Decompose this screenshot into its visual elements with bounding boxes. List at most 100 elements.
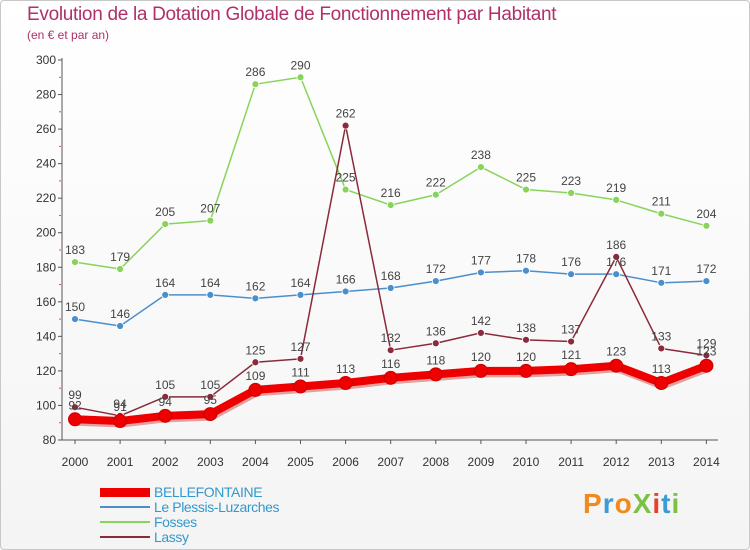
data-point bbox=[431, 339, 440, 348]
data-label: 113 bbox=[652, 362, 671, 376]
series-lassy bbox=[71, 121, 711, 420]
data-label: 95 bbox=[204, 393, 218, 407]
legend-label: Lassy bbox=[154, 529, 189, 545]
y-tick-label: 220 bbox=[36, 191, 56, 205]
series-bellefontaine bbox=[68, 358, 714, 428]
logo-letter: X bbox=[632, 488, 653, 519]
legend-label: Le Plessis-Luzarches bbox=[154, 499, 280, 515]
data-point bbox=[476, 268, 485, 277]
data-label: 132 bbox=[381, 331, 401, 345]
data-label: 120 bbox=[516, 350, 536, 364]
x-tick-label: 2006 bbox=[332, 455, 359, 469]
data-point bbox=[206, 216, 215, 225]
legend-swatch bbox=[100, 521, 150, 523]
data-point bbox=[71, 258, 79, 266]
x-tick-label: 2012 bbox=[603, 455, 630, 469]
x-tick-label: 2003 bbox=[197, 455, 224, 469]
data-label: 118 bbox=[426, 353, 445, 367]
data-label: 216 bbox=[381, 186, 401, 200]
logo-letter: r bbox=[602, 488, 615, 519]
data-label: 179 bbox=[110, 250, 130, 264]
data-label: 162 bbox=[245, 279, 265, 293]
data-point bbox=[522, 335, 530, 344]
data-label: 164 bbox=[200, 276, 220, 290]
data-label: 129 bbox=[696, 336, 716, 350]
data-label: 183 bbox=[65, 243, 85, 257]
data-point bbox=[158, 408, 173, 423]
data-point bbox=[296, 73, 305, 82]
data-label: 223 bbox=[561, 174, 581, 188]
data-point bbox=[519, 363, 533, 378]
y-tick-label: 140 bbox=[36, 329, 56, 343]
data-point bbox=[206, 291, 215, 299]
data-point bbox=[657, 209, 666, 218]
data-label: 123 bbox=[696, 345, 716, 359]
data-label: 166 bbox=[336, 272, 356, 286]
x-tick-label: 2001 bbox=[107, 455, 134, 469]
data-label: 105 bbox=[155, 378, 175, 392]
data-point bbox=[386, 346, 395, 355]
data-point bbox=[68, 412, 82, 427]
data-label: 290 bbox=[290, 58, 310, 72]
axes: 80 100 120 140 160 180 200 220 240 260 280 300 2000 2… bbox=[36, 53, 720, 469]
legend-swatch bbox=[100, 536, 150, 538]
data-label: 219 bbox=[606, 181, 626, 195]
logo-letter: i bbox=[652, 488, 662, 519]
y-tick-label: 200 bbox=[36, 226, 56, 240]
data-point bbox=[341, 287, 350, 296]
data-label: 178 bbox=[516, 252, 536, 266]
data-point bbox=[612, 196, 621, 204]
series-le-plessis-luzarches bbox=[71, 266, 711, 330]
data-point bbox=[476, 163, 485, 171]
logo-letter: P bbox=[583, 488, 603, 519]
legend-label: Fosses bbox=[154, 514, 197, 530]
y-tick-label: 160 bbox=[36, 295, 56, 309]
x-tick-label: 2004 bbox=[242, 455, 269, 469]
data-point bbox=[428, 367, 443, 382]
data-point bbox=[338, 376, 353, 390]
chart-title: Evolution de la Dotation Globale de Fonc… bbox=[27, 4, 557, 25]
data-label: 164 bbox=[155, 276, 175, 290]
data-point bbox=[161, 392, 170, 401]
x-tick-label: 2005 bbox=[287, 455, 314, 469]
x-tick-label: 2000 bbox=[62, 455, 89, 469]
data-label: 138 bbox=[516, 321, 536, 335]
data-label: 225 bbox=[516, 171, 536, 185]
data-point bbox=[203, 407, 218, 422]
data-label: 222 bbox=[426, 176, 446, 190]
data-label: 262 bbox=[336, 107, 356, 121]
data-point bbox=[251, 358, 260, 367]
data-label: 94 bbox=[113, 397, 127, 411]
data-point bbox=[386, 284, 395, 292]
data-point bbox=[522, 266, 530, 275]
series-fosses bbox=[71, 73, 711, 273]
data-point bbox=[386, 201, 395, 209]
data-point bbox=[116, 265, 124, 273]
data-label: 99 bbox=[68, 388, 82, 402]
data-labels-layer: 150 146 164 164 162 164 166 168 172 177 178 176 176 1… bbox=[65, 58, 717, 414]
x-tick-label: 2010 bbox=[513, 455, 540, 469]
data-point bbox=[161, 291, 170, 299]
data-point bbox=[567, 189, 575, 197]
data-point bbox=[296, 291, 305, 299]
data-label: 105 bbox=[200, 378, 220, 392]
proxiti-logo: ProXiti bbox=[583, 488, 680, 520]
x-tick-label: 2014 bbox=[693, 455, 720, 469]
x-tick-label: 2008 bbox=[422, 455, 449, 469]
data-point bbox=[567, 337, 575, 346]
data-label: 142 bbox=[471, 314, 491, 328]
data-label: 176 bbox=[606, 255, 626, 269]
data-point bbox=[71, 403, 79, 412]
data-label: 146 bbox=[110, 307, 130, 321]
data-point bbox=[476, 329, 485, 337]
data-point bbox=[431, 190, 440, 199]
series-layer bbox=[68, 73, 714, 428]
data-label: 137 bbox=[561, 323, 581, 337]
y-tick-label: 300 bbox=[36, 53, 56, 67]
y-tick-label: 280 bbox=[36, 88, 56, 102]
data-point bbox=[251, 294, 260, 303]
data-point bbox=[206, 392, 215, 401]
data-label: 91 bbox=[113, 400, 127, 414]
data-point bbox=[612, 270, 621, 279]
data-label: 120 bbox=[471, 350, 491, 364]
